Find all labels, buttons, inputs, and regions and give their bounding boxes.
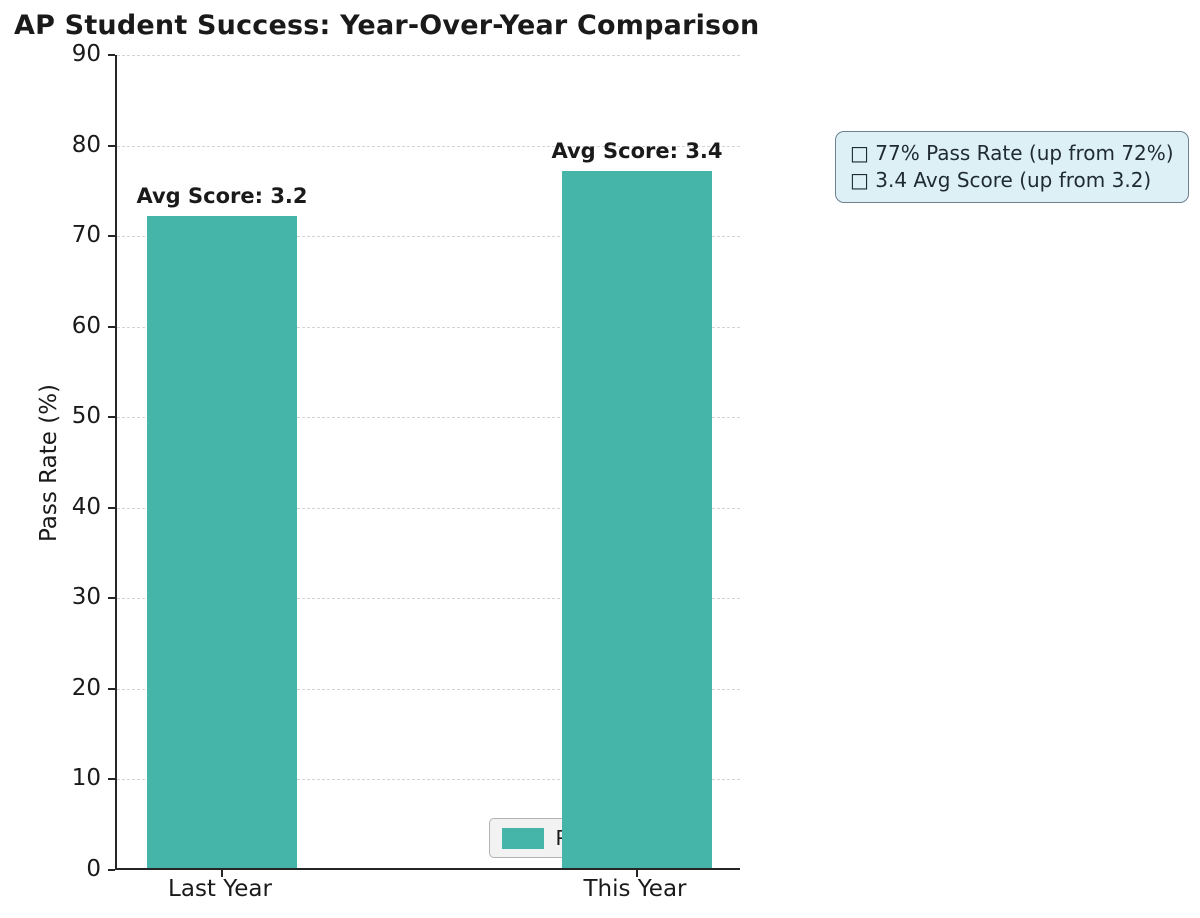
y-tick-mark-80 — [108, 144, 115, 147]
y-tick-mark-90 — [108, 54, 115, 56]
legend-swatch — [501, 827, 544, 849]
x-tick-mark-this-year — [636, 870, 638, 877]
y-axis-tick-labels: 0 10 20 30 40 50 60 70 80 90 — [0, 43, 101, 881]
y-tick-mark-0 — [108, 869, 115, 871]
gridline-y-30 — [117, 598, 740, 600]
gridline-y-70 — [117, 236, 740, 238]
chart-title: AP Student Success: Year-Over-Year Compa… — [14, 10, 760, 41]
y-tick-label-50: 50 — [71, 403, 101, 430]
y-tick-label-0: 0 — [86, 856, 101, 882]
x-tick-label-last-year: Last Year — [168, 876, 272, 902]
y-tick-label-20: 20 — [71, 674, 101, 701]
gridline-y-60 — [117, 326, 740, 328]
gridline-y-20 — [117, 688, 740, 690]
y-tick-mark-10 — [108, 778, 115, 781]
y-tick-mark-50 — [108, 416, 115, 419]
gridline-y-40 — [117, 507, 740, 509]
gridline-y-10 — [117, 779, 740, 781]
y-tick-label-10: 10 — [71, 765, 101, 792]
y-tick-label-90: 90 — [71, 41, 101, 67]
bar-last-year — [147, 216, 297, 868]
info-box-line-avg-score: □ 3.4 Avg Score (up from 3.2) — [850, 168, 1152, 192]
info-box: □ 77% Pass Rate (up from 72%) □ 3.4 Avg … — [835, 131, 1189, 203]
y-tick-label-30: 30 — [71, 584, 101, 611]
y-tick-label-70: 70 — [71, 222, 101, 249]
bar-annotation-last-year: Avg Score: 3.2 — [136, 184, 308, 208]
y-tick-label-60: 60 — [71, 312, 101, 339]
gridline-y-50 — [117, 417, 740, 419]
y-tick-mark-20 — [108, 687, 115, 690]
y-tick-mark-60 — [108, 325, 115, 328]
y-tick-mark-70 — [108, 235, 115, 238]
gridline-y-90 — [117, 55, 740, 56]
y-tick-mark-40 — [108, 506, 115, 509]
y-tick-label-40: 40 — [71, 493, 101, 520]
y-tick-label-80: 80 — [71, 131, 101, 158]
y-tick-mark-30 — [108, 597, 115, 600]
bar-annotation-this-year: Avg Score: 3.4 — [551, 138, 723, 163]
x-axis-tick-labels: Last Year This Year — [115, 876, 740, 906]
bar-this-year — [562, 170, 712, 868]
x-tick-mark-last-year — [221, 870, 223, 877]
info-box-line-pass-rate: □ 77% Pass Rate (up from 72%) — [850, 141, 1174, 165]
gridline-y-80 — [117, 145, 740, 147]
x-tick-label-this-year: This Year — [583, 876, 687, 902]
